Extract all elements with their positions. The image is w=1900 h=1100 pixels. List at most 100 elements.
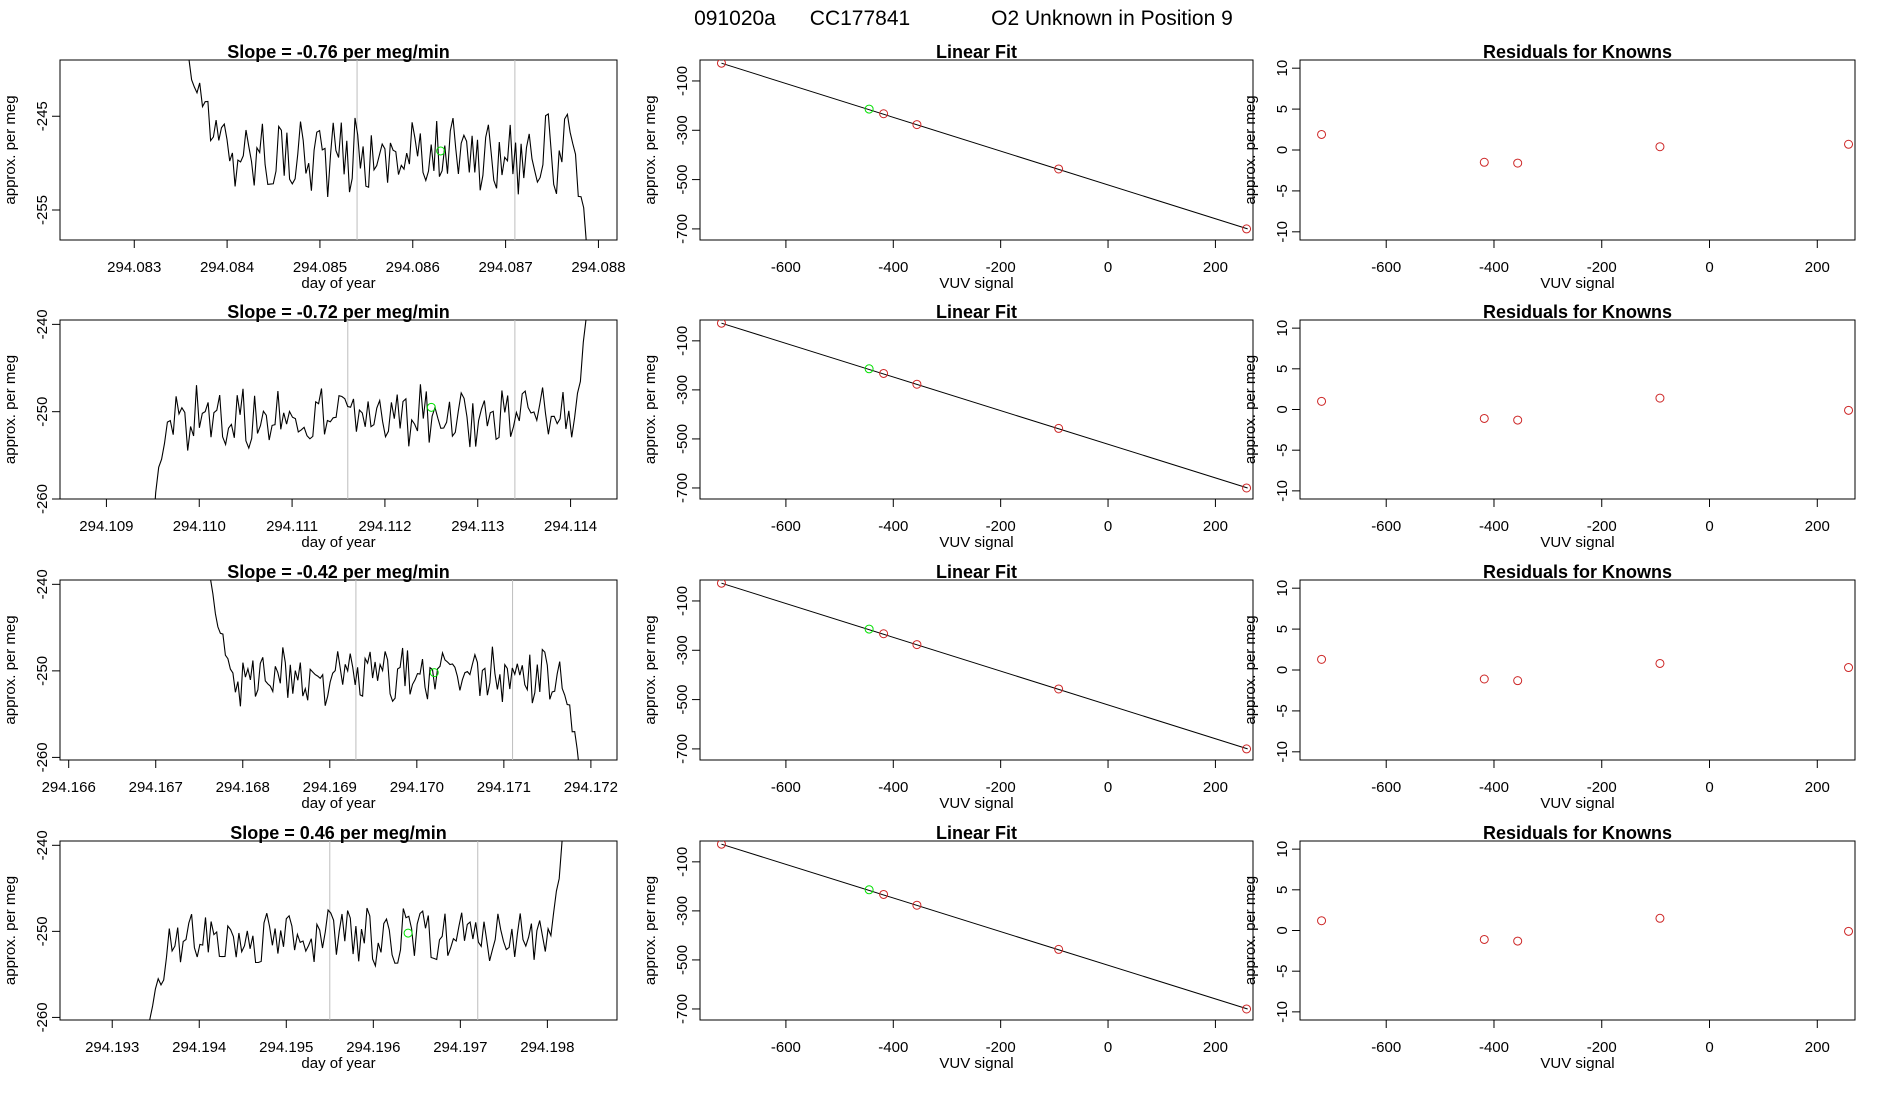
- residual-point: [1655, 142, 1665, 152]
- plot-title: Linear Fit: [936, 823, 1017, 843]
- plot-title: Slope = -0.72 per meg/min: [227, 302, 450, 322]
- x-tick-label: 294.109: [79, 518, 133, 535]
- y-tick-label: -500: [674, 165, 691, 195]
- plot-area: [188, 60, 587, 240]
- x-axis-label: VUV signal: [939, 275, 1013, 292]
- y-tick-label: 5: [1274, 365, 1291, 373]
- figure-title-desc: O2 Unknown in Position 9: [991, 7, 1233, 30]
- known-point: [716, 580, 726, 588]
- panel-3: Residuals for Knowns -600 -400 -200 0 200 10 5 0…: [1242, 42, 1856, 292]
- unknown-point: [403, 928, 413, 938]
- x-tick-label: 0: [1104, 518, 1112, 535]
- x-tick-label: -200: [1587, 518, 1617, 535]
- y-axis-label: approx. per meg: [642, 95, 659, 204]
- x-tick-label: 200: [1805, 518, 1830, 535]
- plot-frame: [699, 59, 1254, 241]
- y-tick-label: -500: [674, 945, 691, 975]
- plot-title: Slope = -0.76 per meg/min: [227, 42, 450, 62]
- known-point: [716, 60, 726, 68]
- plot-area: [154, 320, 587, 499]
- plot-area: [1317, 913, 1854, 946]
- y-tick-label: -240: [34, 309, 51, 339]
- residual-point: [1479, 674, 1489, 684]
- y-tick-label: -245: [34, 101, 51, 131]
- plot-area: [1317, 393, 1854, 425]
- plot-area: [716, 60, 1252, 234]
- unknown-point: [426, 402, 436, 412]
- y-tick-label: 10: [1274, 841, 1291, 858]
- plot-frame: [1299, 840, 1856, 1021]
- y-axis-label: approx. per meg: [2, 615, 19, 724]
- plot-frame: [699, 840, 1254, 1021]
- x-tick-label: 294.087: [478, 259, 532, 276]
- fit-line: [721, 62, 1248, 230]
- residual-point: [1479, 934, 1489, 944]
- x-tick-label: 0: [1104, 259, 1112, 276]
- x-tick-label: 200: [1805, 259, 1830, 276]
- panel-8: Linear Fit -600 -400 -200 0 200 -100 -300 -500 -7…: [642, 562, 1254, 812]
- x-axis-label: day of year: [301, 795, 375, 812]
- y-tick-label: 0: [1274, 146, 1291, 154]
- residual-point: [1844, 926, 1854, 936]
- residual-point: [1655, 913, 1665, 923]
- x-tick-label: -200: [986, 1039, 1016, 1056]
- y-tick-label: -700: [674, 994, 691, 1024]
- y-tick-label: -100: [674, 66, 691, 96]
- known-point: [912, 900, 922, 910]
- x-axis-label: VUV signal: [1540, 795, 1614, 812]
- x-tick-label: 0: [1705, 779, 1713, 796]
- known-point: [912, 640, 922, 650]
- fit-line: [721, 322, 1248, 489]
- unknown-point: [864, 885, 874, 895]
- plot-frame: [59, 59, 618, 241]
- x-tick-label: 294.193: [85, 1039, 139, 1056]
- x-tick-label: -600: [1371, 1039, 1401, 1056]
- residual-point: [1317, 654, 1327, 664]
- known-point: [1242, 224, 1252, 234]
- known-point: [912, 120, 922, 130]
- plot-title: Residuals for Knowns: [1483, 823, 1672, 843]
- y-axis-label: approx. per meg: [2, 876, 19, 985]
- y-tick-label: -5: [1274, 704, 1291, 717]
- x-tick-label: 294.197: [433, 1039, 487, 1056]
- y-tick-label: -250: [34, 656, 51, 686]
- plot-frame: [59, 579, 618, 761]
- y-tick-label: -10: [1274, 1001, 1291, 1023]
- x-tick-label: 294.166: [42, 779, 96, 796]
- series-line: [154, 320, 587, 499]
- known-point: [1242, 483, 1252, 493]
- y-tick-label: -700: [674, 214, 691, 244]
- known-point: [716, 841, 726, 849]
- y-tick-label: -700: [674, 473, 691, 503]
- x-tick-label: 294.086: [386, 259, 440, 276]
- x-axis-label: VUV signal: [1540, 1055, 1614, 1072]
- y-tick-label: 5: [1274, 886, 1291, 894]
- plot-title: Linear Fit: [936, 302, 1017, 322]
- plot-title: Slope = 0.46 per meg/min: [230, 823, 447, 843]
- x-tick-label: 294.172: [564, 779, 618, 796]
- x-tick-label: 200: [1805, 1039, 1830, 1056]
- residual-point: [1655, 658, 1665, 668]
- x-tick-label: -600: [1371, 259, 1401, 276]
- y-tick-label: 5: [1274, 105, 1291, 113]
- known-point: [879, 629, 889, 639]
- x-tick-label: 294.169: [303, 779, 357, 796]
- y-tick-label: 10: [1274, 580, 1291, 597]
- x-tick-label: 294.194: [172, 1039, 226, 1056]
- x-tick-label: 200: [1805, 779, 1830, 796]
- known-point: [1242, 1004, 1252, 1014]
- series-line: [188, 60, 587, 240]
- known-point: [879, 889, 889, 899]
- residual-point: [1844, 139, 1854, 149]
- plot-title: Slope = -0.42 per meg/min: [227, 562, 450, 582]
- panel-7: Slope = -0.42 per meg/min 294.166 294.167 2…: [2, 562, 618, 812]
- y-tick-label: -240: [34, 830, 51, 860]
- y-tick-label: -10: [1274, 221, 1291, 243]
- residual-point: [1317, 129, 1327, 139]
- y-tick-label: -500: [674, 685, 691, 715]
- known-point: [1054, 164, 1064, 174]
- x-tick-label: 0: [1705, 1039, 1713, 1056]
- x-tick-label: -400: [878, 259, 908, 276]
- x-tick-label: 294.088: [571, 259, 625, 276]
